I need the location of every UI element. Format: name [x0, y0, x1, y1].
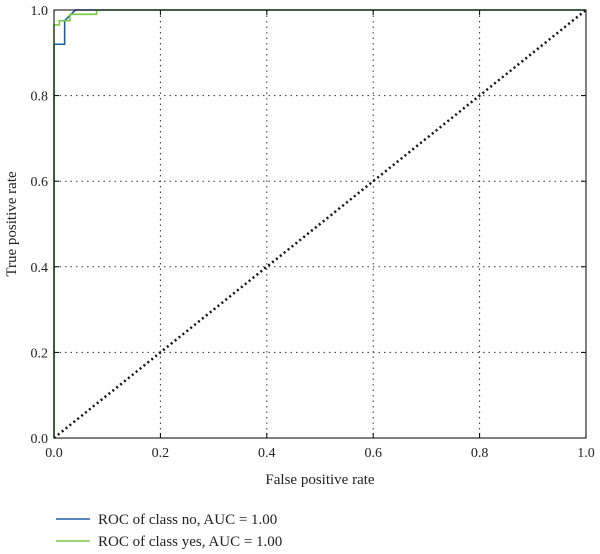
- chance-line: [53, 9, 587, 439]
- y-tick-label: 1.0: [31, 4, 49, 19]
- y-tick-label: 0.4: [31, 261, 49, 276]
- x-axis-label: False positive rate: [265, 472, 374, 488]
- y-tick-label: 0.0: [31, 432, 49, 447]
- y-tick-label: 0.6: [31, 175, 49, 190]
- y-axis-label: True positive rate: [4, 171, 20, 277]
- x-tick-label: 0.8: [471, 446, 489, 461]
- plot-frame: [53, 9, 587, 439]
- series-line-yes: [53, 9, 586, 438]
- y-tick-label: 0.8: [31, 90, 49, 105]
- x-tick-label: 0.0: [45, 446, 63, 461]
- x-tick-label: 0.2: [152, 446, 170, 461]
- y-tick-label: 0.2: [31, 346, 49, 361]
- legend-label: ROC of class no, AUC = 1.00: [98, 512, 277, 528]
- axis-ticks: 0.0 0.2 0.4 0.6 0.8 1.0 0.0 0.2 0.4 0.6 0.8 1.0: [31, 4, 595, 461]
- legend: ROC of class no, AUC = 1.00 ROC of class …: [56, 512, 282, 550]
- x-tick-label: 0.4: [258, 446, 276, 461]
- legend-label: ROC of class yes, AUC = 1.00: [98, 534, 282, 550]
- reference-diagonal: [53, 9, 587, 439]
- grid: [54, 10, 586, 438]
- x-tick-label: 1.0: [577, 446, 595, 461]
- x-tick-label: 0.6: [364, 446, 382, 461]
